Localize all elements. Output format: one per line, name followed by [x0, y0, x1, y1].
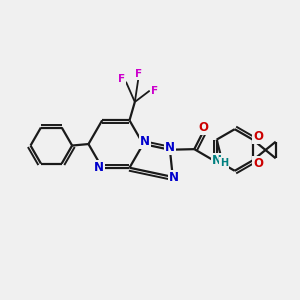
Text: N: N — [169, 171, 179, 184]
Text: F: F — [118, 74, 125, 84]
Text: O: O — [253, 130, 263, 143]
Text: N: N — [165, 141, 175, 154]
Text: N: N — [94, 161, 104, 174]
Text: N: N — [212, 154, 222, 166]
Text: O: O — [253, 157, 263, 170]
Text: H: H — [220, 158, 228, 168]
Text: F: F — [135, 69, 142, 79]
Text: N: N — [140, 135, 150, 148]
Text: O: O — [199, 121, 208, 134]
Text: F: F — [151, 86, 158, 96]
